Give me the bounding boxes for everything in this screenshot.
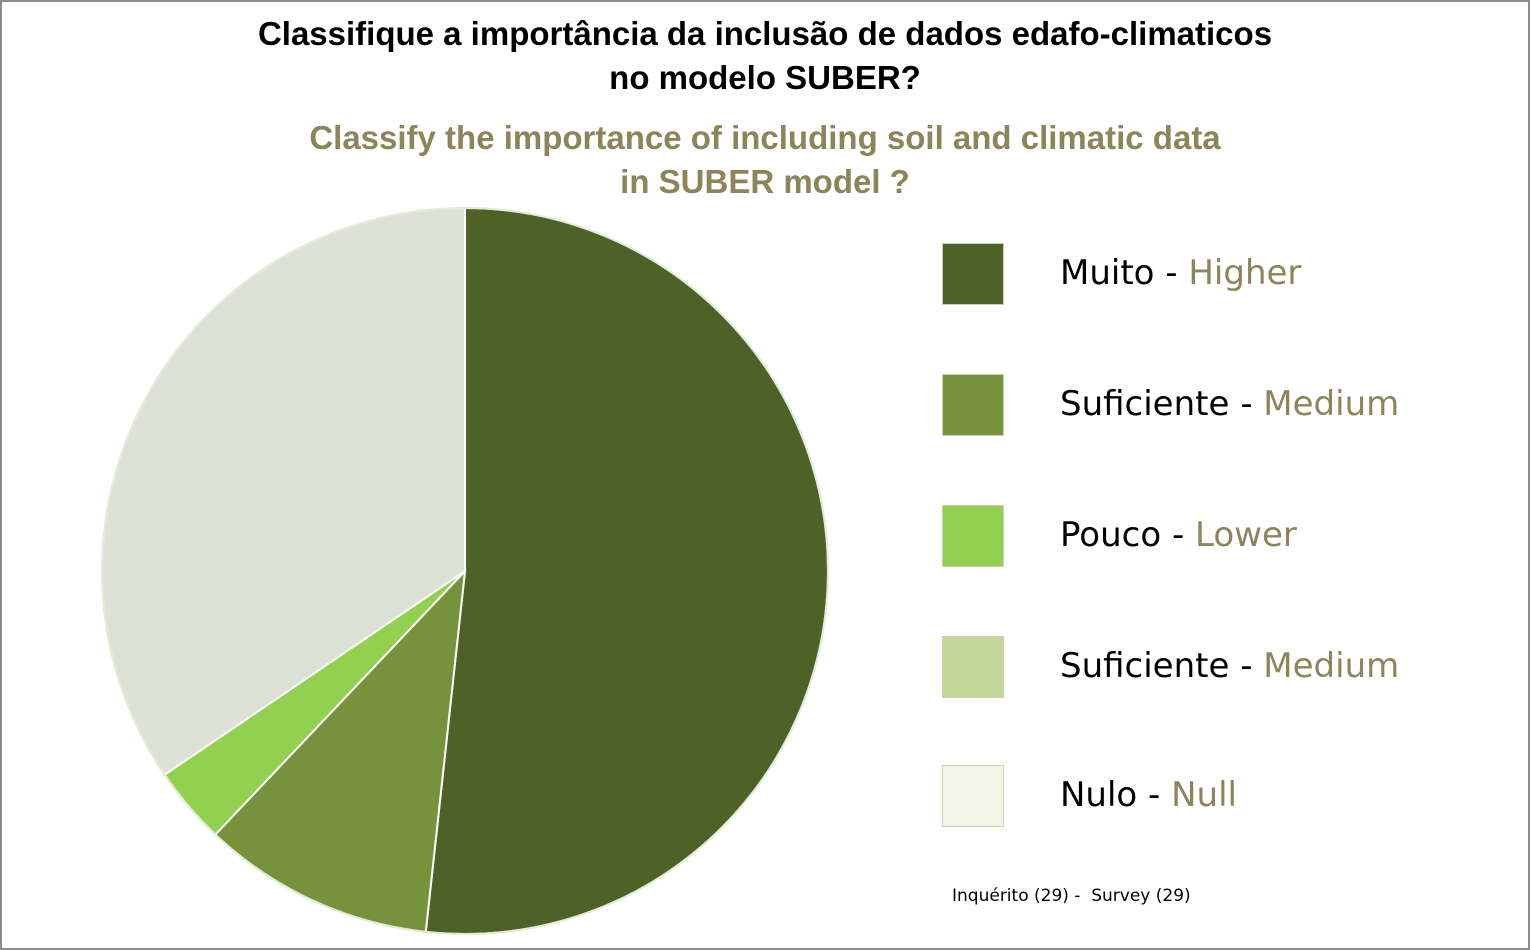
legend-item-suficiente: Suficiente - Medium [942,374,1502,438]
chart-title-pt-line1: Classifique a importância da inclusão de… [257,15,1273,52]
legend-swatch-muito [942,243,1004,305]
legend-label-suficiente: Suficiente - Medium [1060,384,1400,424]
pie-outline [101,207,829,935]
chart-title-portuguese: Classifique a importância da inclusão de… [0,12,1530,100]
chart-title-en-line1: Classify the importance of including soi… [309,119,1221,156]
legend-label-suficiente-2: Suficiente - Medium [1060,646,1400,686]
legend-swatch-suficiente [942,374,1004,436]
legend-label-pouco: Pouco - Lower [1060,515,1297,555]
slice-muito [424,206,829,935]
chart-title: Classifique a importância da inclusão de… [0,12,1530,204]
legend-item-suficiente-2: Suficiente - Medium [942,636,1502,700]
legend-label-nulo: Nulo - Null [1060,775,1237,815]
legend-item-nulo: Nulo - Null [942,765,1502,829]
legend-swatch-suficiente-2 [942,636,1004,698]
chart-title-pt-line2: no modelo SUBER? [609,59,921,96]
legend-swatch-nulo [942,765,1004,827]
pie-slices [101,206,829,935]
legend-swatch-pouco [942,505,1004,567]
chart-title-english: Classify the importance of including soi… [0,116,1530,204]
chart-title-en-line2: in SUBER model ? [620,163,910,200]
legend-item-pouco: Pouco - Lower [942,505,1502,569]
source-note: Inquérito (29) - Survey (29) [952,886,1191,906]
legend-item-muito: Muito - Higher [942,243,1502,307]
legend-label-muito: Muito - Higher [1060,253,1302,293]
